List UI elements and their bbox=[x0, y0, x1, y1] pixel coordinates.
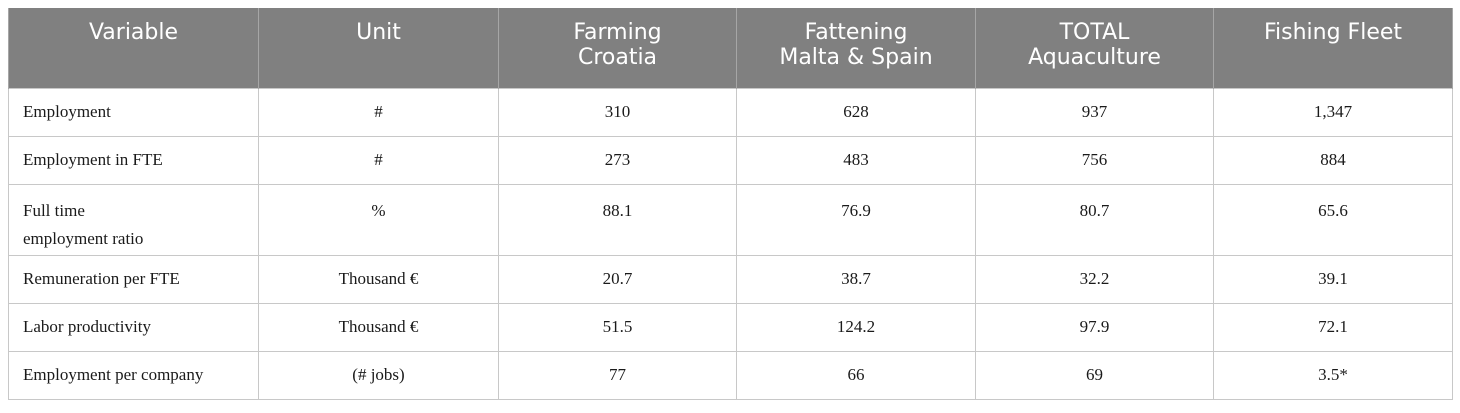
unit-cell: Thousand € bbox=[258, 254, 499, 304]
table-header: Variable Unit Farming Croatia Fattening … bbox=[8, 8, 1453, 88]
table-row: Employment per company (# jobs) 77 66 69… bbox=[8, 350, 1453, 400]
header-fishing-fleet: Fishing Fleet bbox=[1213, 8, 1453, 88]
farming-croatia-cell: 88.1 bbox=[498, 183, 737, 256]
farming-croatia-cell: 273 bbox=[498, 135, 737, 185]
variable-cell: Employment in FTE bbox=[8, 135, 259, 185]
variable-cell: Employment per company bbox=[8, 350, 259, 400]
variable-cell: Full time employment ratio bbox=[8, 183, 259, 256]
unit-cell: (# jobs) bbox=[258, 350, 499, 400]
variable-cell: Remuneration per FTE bbox=[8, 254, 259, 304]
header-row: Variable Unit Farming Croatia Fattening … bbox=[8, 8, 1453, 88]
farming-croatia-cell: 77 bbox=[498, 350, 737, 400]
unit-cell: # bbox=[258, 135, 499, 185]
fattening-malta-spain-cell: 76.9 bbox=[736, 183, 976, 256]
fattening-malta-spain-cell: 124.2 bbox=[736, 302, 976, 352]
total-aquaculture-cell: 69 bbox=[975, 350, 1214, 400]
header-unit: Unit bbox=[258, 8, 499, 88]
table-row: Employment in FTE # 273 483 756 884 bbox=[8, 135, 1453, 185]
farming-croatia-cell: 20.7 bbox=[498, 254, 737, 304]
unit-cell: % bbox=[258, 183, 499, 256]
unit-cell: # bbox=[258, 87, 499, 137]
table-row: Labor productivity Thousand € 51.5 124.2… bbox=[8, 302, 1453, 352]
fattening-malta-spain-cell: 66 bbox=[736, 350, 976, 400]
unit-cell: Thousand € bbox=[258, 302, 499, 352]
fishing-fleet-cell: 1,347 bbox=[1213, 87, 1453, 137]
farming-croatia-cell: 51.5 bbox=[498, 302, 737, 352]
variable-cell: Labor productivity bbox=[8, 302, 259, 352]
fishing-fleet-cell: 3.5* bbox=[1213, 350, 1453, 400]
fishing-fleet-cell: 884 bbox=[1213, 135, 1453, 185]
table-body: Employment # 310 628 937 1,347 Employmen… bbox=[8, 87, 1453, 400]
fishing-fleet-cell: 72.1 bbox=[1213, 302, 1453, 352]
total-aquaculture-cell: 937 bbox=[975, 87, 1214, 137]
header-fattening-malta-spain: Fattening Malta & Spain bbox=[736, 8, 976, 88]
table-row: Full time employment ratio % 88.1 76.9 8… bbox=[8, 183, 1453, 256]
fattening-malta-spain-cell: 628 bbox=[736, 87, 976, 137]
farming-croatia-cell: 310 bbox=[498, 87, 737, 137]
employment-table: Variable Unit Farming Croatia Fattening … bbox=[8, 8, 1453, 400]
fattening-malta-spain-cell: 38.7 bbox=[736, 254, 976, 304]
total-aquaculture-cell: 97.9 bbox=[975, 302, 1214, 352]
total-aquaculture-cell: 80.7 bbox=[975, 183, 1214, 256]
table-row: Employment # 310 628 937 1,347 bbox=[8, 87, 1453, 137]
variable-cell: Employment bbox=[8, 87, 259, 137]
total-aquaculture-cell: 756 bbox=[975, 135, 1214, 185]
fattening-malta-spain-cell: 483 bbox=[736, 135, 976, 185]
total-aquaculture-cell: 32.2 bbox=[975, 254, 1214, 304]
fishing-fleet-cell: 39.1 bbox=[1213, 254, 1453, 304]
table-row: Remuneration per FTE Thousand € 20.7 38.… bbox=[8, 254, 1453, 304]
fishing-fleet-cell: 65.6 bbox=[1213, 183, 1453, 256]
header-variable: Variable bbox=[8, 8, 259, 88]
header-farming-croatia: Farming Croatia bbox=[498, 8, 737, 88]
header-total-aquaculture: TOTAL Aquaculture bbox=[975, 8, 1214, 88]
